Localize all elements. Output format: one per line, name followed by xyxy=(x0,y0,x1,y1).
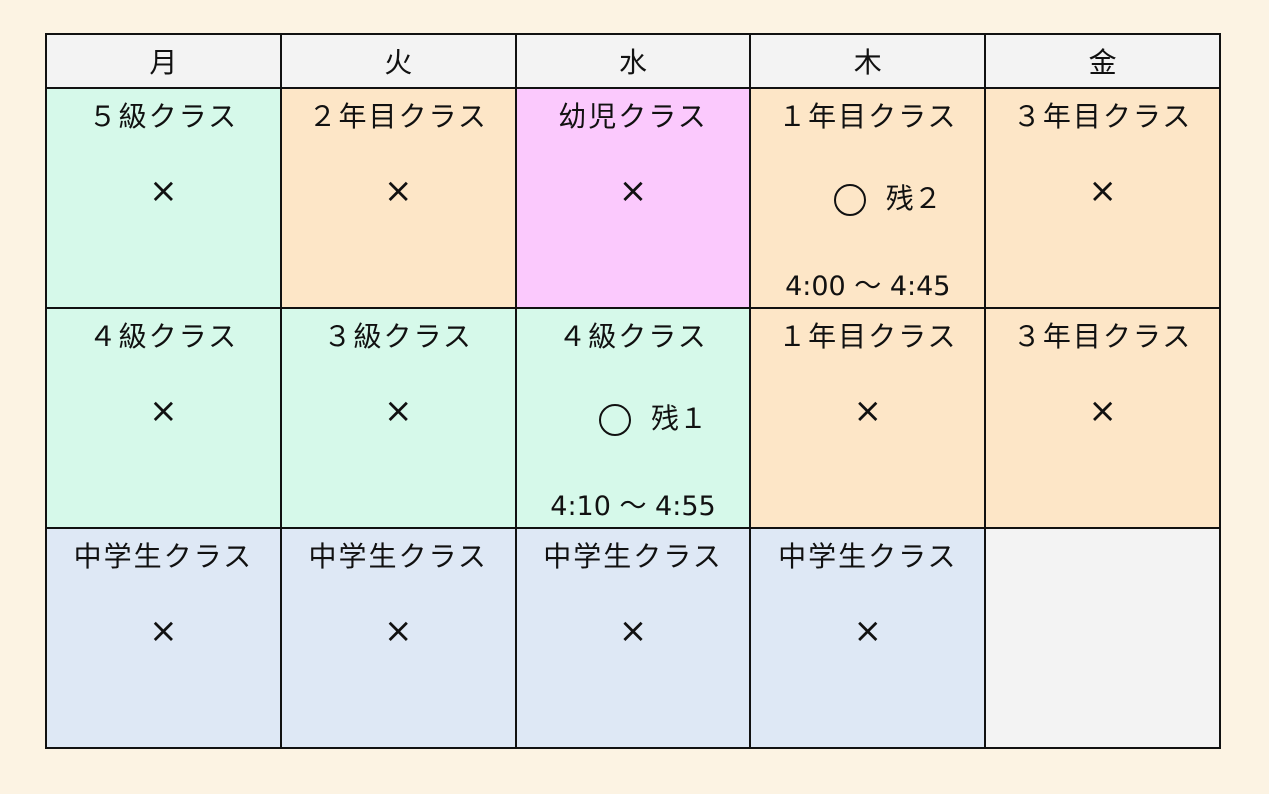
full-mark: × xyxy=(618,171,648,211)
class-label: １年目クラス xyxy=(778,100,958,133)
class-cell: 中学生クラス × xyxy=(749,527,987,749)
schedule-row-3: 中学生クラス × 中学生クラス × 中学生クラス × 中学生クラス × xyxy=(45,527,1221,749)
class-cell: ３年目クラス × xyxy=(984,87,1221,309)
class-label: ３年目クラス xyxy=(1012,100,1193,133)
remaining-seats: 残１ xyxy=(650,402,707,435)
class-cell: ３年目クラス × xyxy=(984,307,1221,529)
class-cell: ４級クラス × xyxy=(45,307,282,529)
full-mark: × xyxy=(149,171,178,211)
circle-icon xyxy=(833,184,866,216)
circle-icon xyxy=(598,404,631,436)
class-label: 幼児クラス xyxy=(558,100,708,133)
day-header-mon: 月 xyxy=(45,33,282,89)
full-mark: × xyxy=(853,391,883,431)
full-mark: × xyxy=(618,611,648,651)
class-label: ５級クラス xyxy=(88,100,239,133)
class-label: ４級クラス xyxy=(88,320,239,353)
class-cell: ２年目クラス × xyxy=(279,87,517,309)
full-mark: × xyxy=(1088,391,1117,431)
class-label: 中学生クラス xyxy=(543,540,723,573)
class-cell: １年目クラス残２ 4:00 〜 4:45 xyxy=(749,87,987,309)
class-label: ３級クラス xyxy=(323,320,473,353)
header-row: 月 火 水 木 金 xyxy=(45,33,1221,89)
full-mark: × xyxy=(383,391,413,431)
class-cell: 中学生クラス × xyxy=(514,527,752,749)
class-label: 中学生クラス xyxy=(73,540,254,573)
full-mark: × xyxy=(383,171,413,211)
class-label: １年目クラス xyxy=(778,320,958,353)
availability: 残１ xyxy=(517,397,750,437)
schedule-table: 月 火 水 木 金 ５級クラス × ２年目クラス × 幼児クラス × １年目クラス 残２… xyxy=(45,33,1221,749)
empty-cell xyxy=(984,527,1221,749)
class-cell: ４級クラス残１ 4:10 〜 4:55 xyxy=(514,307,752,529)
class-label: 中学生クラス xyxy=(308,540,488,573)
class-label: 中学生クラス xyxy=(778,540,958,573)
class-cell: 中学生クラス × xyxy=(45,527,282,749)
class-time: 4:00 〜 4:45 xyxy=(785,271,951,302)
availability: 残２ xyxy=(751,177,984,217)
class-time: 4:10 〜 4:55 xyxy=(550,491,716,522)
class-label: ４級クラス xyxy=(558,320,708,353)
schedule-row-1: ５級クラス × ２年目クラス × 幼児クラス × １年目クラス残２ 4:00 〜 4:4… xyxy=(45,87,1221,309)
class-cell: １年目クラス × xyxy=(749,307,987,529)
day-header-wed: 水 xyxy=(514,33,752,89)
class-cell: 幼児クラス × xyxy=(514,87,752,309)
class-label: ３年目クラス xyxy=(1012,320,1193,353)
schedule-row-2: ４級クラス × ３級クラス × ４級クラス残１ 4:10 〜 4:55 １年目クラス ×… xyxy=(45,307,1221,529)
full-mark: × xyxy=(149,611,178,651)
class-label: ２年目クラス xyxy=(308,100,488,133)
full-mark: × xyxy=(1088,171,1117,211)
remaining-seats: 残２ xyxy=(885,182,942,215)
day-header-thu: 木 xyxy=(749,33,987,89)
class-cell: 中学生クラス × xyxy=(279,527,517,749)
day-header-tue: 火 xyxy=(279,33,517,89)
class-cell: ５級クラス × xyxy=(45,87,282,309)
full-mark: × xyxy=(383,611,413,651)
day-header-fri: 金 xyxy=(984,33,1221,89)
class-cell: ３級クラス × xyxy=(279,307,517,529)
full-mark: × xyxy=(853,611,883,651)
full-mark: × xyxy=(149,391,178,431)
